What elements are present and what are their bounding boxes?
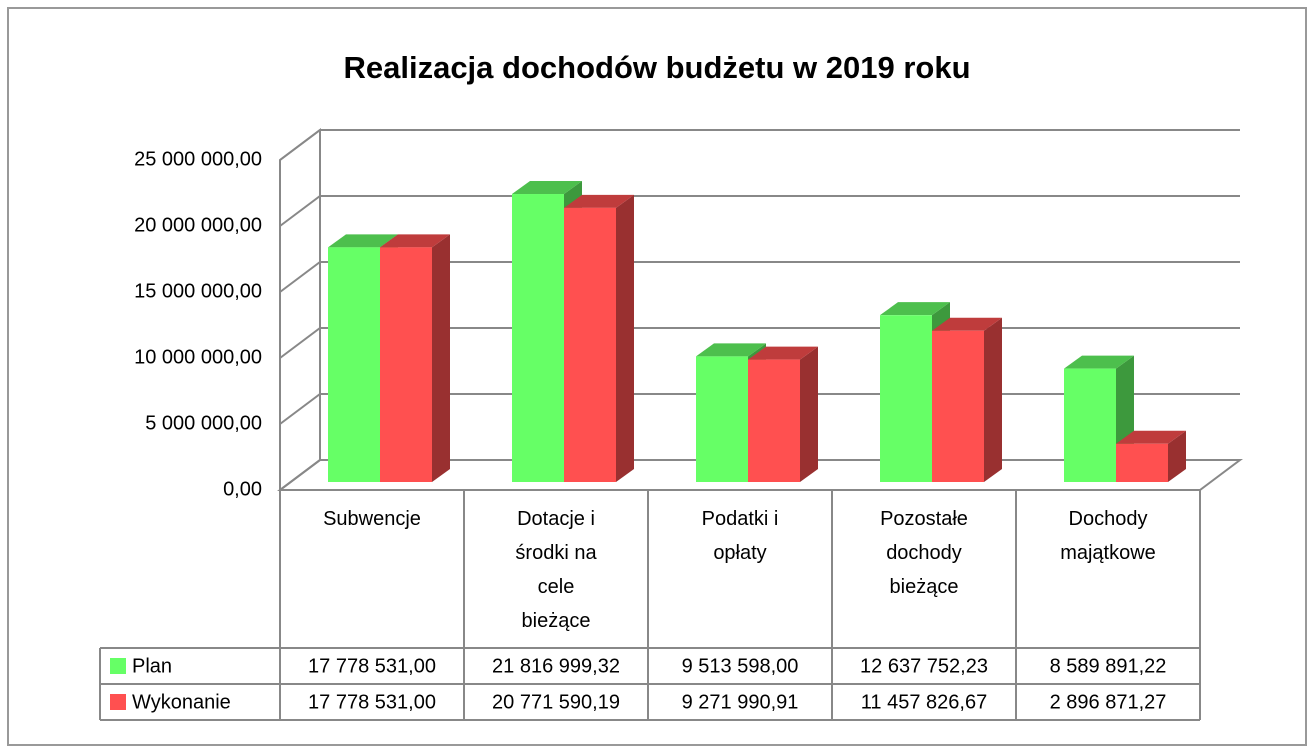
- bar-side: [984, 317, 1002, 482]
- bar-front: [932, 330, 984, 482]
- legend-key: [110, 658, 126, 674]
- bar-top: [696, 343, 766, 357]
- data-table-value: 11 457 826,67: [861, 691, 987, 713]
- x-tick-label: Pozostałe dochody bieżące: [880, 508, 968, 598]
- bar-front: [748, 359, 800, 482]
- bar-front: [380, 247, 432, 482]
- data-table-value: 20 771 590,19: [492, 691, 620, 713]
- bar: [380, 234, 450, 482]
- chart-title: Realizacja dochodów budżetu w 2019 roku: [343, 50, 970, 85]
- bar-top: [1116, 430, 1186, 444]
- data-table-value: 17 778 531,00: [308, 691, 436, 713]
- bar-top: [1064, 355, 1134, 369]
- y-tick-label: 10 000 000,00: [134, 346, 262, 368]
- grid-line: [279, 129, 1240, 161]
- y-tick-label: 25 000 000,00: [134, 148, 262, 170]
- bar-top: [932, 317, 1002, 331]
- bar: [748, 346, 818, 482]
- y-tick-label: 0,00: [223, 478, 262, 500]
- bar-side: [1168, 430, 1186, 482]
- y-tick-label: 15 000 000,00: [134, 280, 262, 302]
- category-cell: Subwencje: [323, 508, 421, 530]
- legend-label: Plan: [132, 655, 172, 677]
- legend-label: Wykonanie: [132, 691, 231, 713]
- data-table-value: 21 816 999,32: [492, 655, 620, 677]
- bar-top: [748, 346, 818, 360]
- x-tick-label: Dotacje i środki na cele bieżące: [515, 508, 597, 632]
- x-tick-label: Podatki i opłaty: [701, 508, 779, 564]
- bar-side: [800, 346, 818, 482]
- bar-side: [432, 234, 450, 482]
- bar: [1116, 430, 1186, 482]
- bar-top: [564, 194, 634, 208]
- bar-side: [616, 194, 634, 482]
- y-tick-label: 5 000 000,00: [145, 412, 262, 434]
- category-cell: Podatki i opłaty: [701, 508, 779, 564]
- grid-line: [279, 261, 1240, 293]
- x-tick-label: Subwencje: [323, 508, 421, 530]
- data-table-value: 8 589 891,22: [1050, 655, 1167, 677]
- data-table-value: 2 896 871,27: [1050, 691, 1167, 713]
- bar-front: [512, 194, 564, 482]
- bar-front: [1064, 368, 1116, 482]
- bar-front: [1116, 443, 1168, 482]
- grid-line: [279, 195, 1240, 227]
- x-tick-label: Dochody majątkowe: [1060, 508, 1156, 564]
- bar-front: [564, 207, 616, 482]
- bar-front: [880, 315, 932, 482]
- bar-top: [380, 234, 450, 248]
- category-cell: Dochody majątkowe: [1060, 508, 1156, 564]
- data-table-value: 9 271 990,91: [682, 691, 799, 713]
- category-cell: Dotacje i środki na cele bieżące: [515, 508, 597, 632]
- bar: [932, 317, 1002, 482]
- bar-top: [512, 181, 582, 195]
- data-table-value: 12 637 752,23: [860, 655, 988, 677]
- category-cell: Pozostałe dochody bieżące: [880, 508, 968, 598]
- data-table-value: 17 778 531,00: [308, 655, 436, 677]
- bar-front: [696, 356, 748, 482]
- y-tick-label: 20 000 000,00: [134, 214, 262, 236]
- legend-key: [110, 694, 126, 710]
- bar-top: [328, 234, 398, 248]
- bar-top: [880, 302, 950, 316]
- bar-front: [328, 247, 380, 482]
- data-table-value: 9 513 598,00: [682, 655, 799, 677]
- bar: [564, 194, 634, 482]
